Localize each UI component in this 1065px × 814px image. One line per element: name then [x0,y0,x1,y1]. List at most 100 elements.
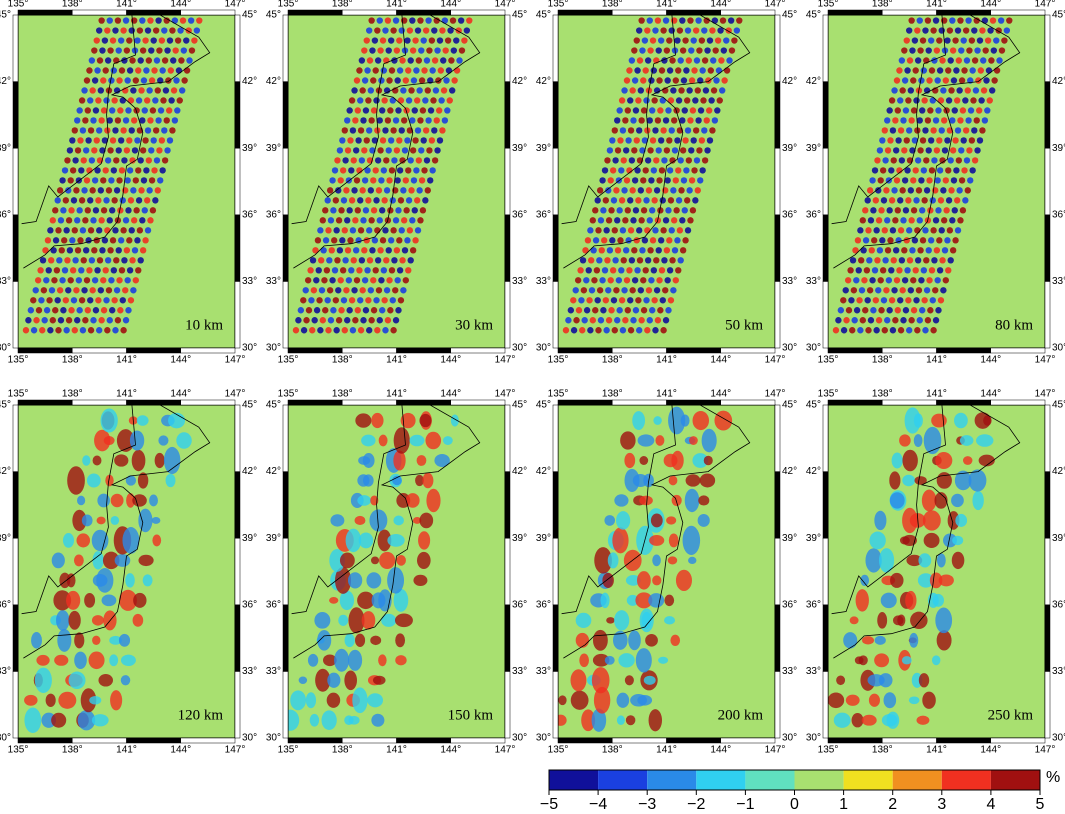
frame-bar [552,14,559,82]
anomaly-blob [901,177,909,184]
anomaly-blob [108,277,115,284]
anomaly-blob [858,655,868,666]
anomaly-blob [685,57,693,64]
anomaly-blob [902,449,918,472]
coastline [831,405,1021,659]
anomaly-blob [133,107,140,114]
lon-tick-label: 141° [656,745,677,756]
anomaly-blob [663,247,671,254]
lon-tick-label: 138° [872,389,893,400]
anomaly-blob [161,57,169,64]
anomaly-blob [600,592,610,609]
anomaly-blob [116,177,123,184]
anomaly-blob [86,473,101,488]
anomaly-blob [932,17,940,24]
anomaly-blob [432,87,440,94]
anomaly-blob [46,297,53,304]
anomaly-blob [326,187,334,194]
anomaly-blob [599,277,606,284]
anomaly-blob [416,455,427,466]
anomaly-blob [677,257,684,264]
lat-tick-label: 42° [1052,76,1065,87]
anomaly-blob [149,494,158,507]
anomaly-blob [77,495,86,506]
anomaly-blob [422,197,429,204]
anomaly-blob [384,117,392,124]
anomaly-blob [880,197,888,204]
lat-tick-label: 42° [266,76,281,87]
anomaly-blob [931,655,941,666]
anomaly-blob [720,47,728,54]
anomaly-blob [370,177,377,184]
anomaly-blob [409,147,417,154]
anomaly-blob [626,167,633,174]
anomaly-blob [400,217,408,224]
anomaly-blob [902,207,910,214]
anomaly-blob [996,57,1003,64]
anomaly-blob [120,654,136,667]
anomaly-blob [938,27,945,34]
anomaly-blob [688,47,695,54]
anomaly-blob [703,17,710,24]
anomaly-blob [700,97,707,104]
anomaly-blob [130,87,137,94]
anomaly-blob [993,37,1000,44]
anomaly-blob [635,592,653,609]
anomaly-blob [423,157,431,164]
anomaly-blob [81,514,93,527]
anomaly-blob [877,277,884,284]
anomaly-blob [400,412,416,429]
anomaly-blob [451,77,458,84]
anomaly-blob [656,77,663,84]
anomaly-blob [414,27,422,34]
anomaly-blob [993,67,1001,74]
anomaly-blob [680,77,688,84]
frame-bar [882,737,937,744]
anomaly-blob [907,187,915,194]
anomaly-blob [100,307,108,314]
anomaly-blob [148,177,156,184]
anomaly-blob [888,297,896,304]
anomaly-blob [339,552,355,569]
anomaly-blob [52,237,60,244]
anomaly-blob [144,127,152,134]
anomaly-blob [612,257,619,264]
anomaly-blob [876,147,884,154]
anomaly-blob [315,668,331,692]
anomaly-blob [916,715,930,725]
anomaly-blob [100,207,108,214]
anomaly-blob [133,207,140,214]
anomaly-blob [405,67,412,74]
anomaly-blob [671,494,682,507]
anomaly-blob [366,57,374,64]
anomaly-blob [335,317,343,324]
anomaly-blob [908,117,915,124]
depth-label: 250 km [988,707,1034,723]
anomaly-blob [926,277,933,284]
anomaly-blob [930,327,937,334]
anomaly-blob [886,711,900,729]
anomaly-blob [643,197,650,204]
anomalies [21,15,211,334]
anomaly-blob [944,137,951,144]
anomaly-blob [581,709,596,732]
anomaly-blob [69,237,76,244]
lat-tick-label: 39° [242,533,257,544]
anomaly-blob [402,77,410,84]
anomaly-blob [132,494,147,507]
lat-tick-label: 45° [0,10,11,21]
anomaly-blob [679,217,686,224]
anomaly-blob [632,107,640,114]
anomaly-blob [964,187,971,194]
anomaly-blob [923,87,931,94]
anomaly-blob [88,651,105,670]
anomaly-blob [138,187,145,194]
anomaly-blob [95,27,103,34]
anomaly-blob [315,267,322,274]
anomaly-blob [660,127,667,134]
anomaly-blob [673,207,680,214]
colorbar-tick-label: −3 [638,796,656,813]
anomaly-blob [440,87,448,94]
anomaly-blob [102,67,109,74]
